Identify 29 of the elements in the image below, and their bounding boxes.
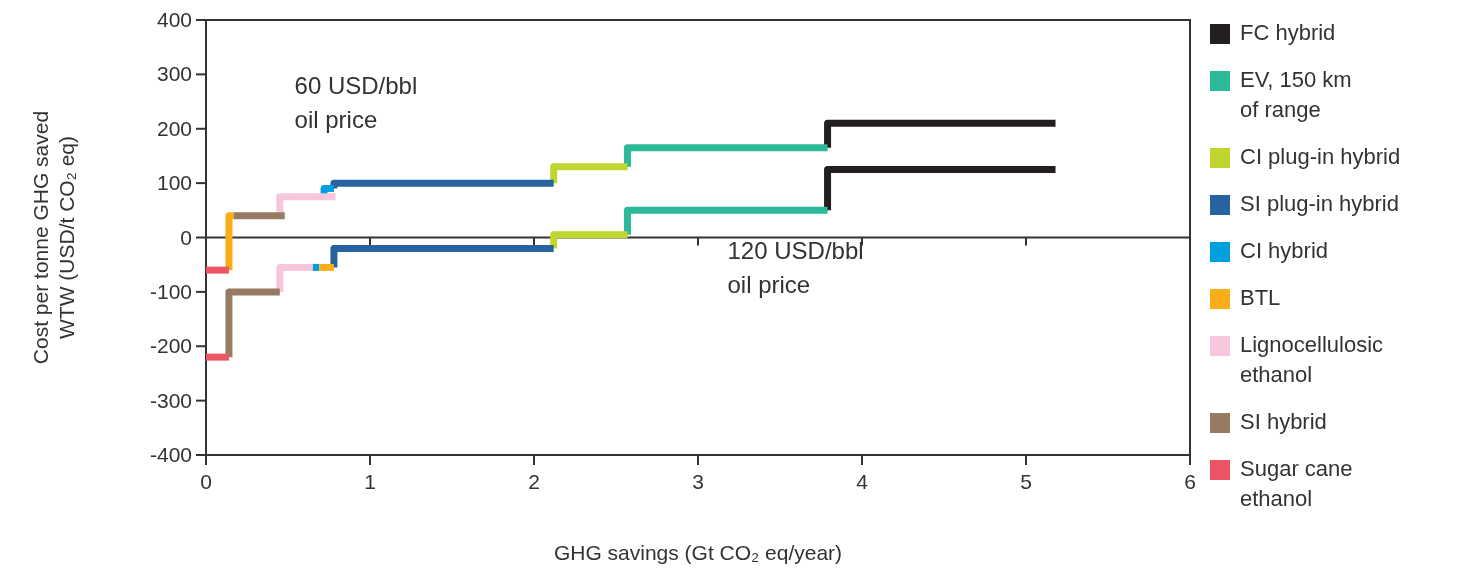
- legend-label: SI plug-in hybrid: [1240, 191, 1399, 216]
- legend-label: BTL: [1240, 285, 1281, 310]
- legend-label: Sugar cane ethanol: [1240, 456, 1353, 511]
- y-tick-label: 100: [156, 171, 192, 195]
- annotation: 120 USD/bbl oil price: [727, 237, 864, 299]
- y-tick-label: -200: [149, 334, 192, 358]
- y-tick-label: -300: [149, 388, 192, 412]
- x-tick-label: 5: [1020, 470, 1032, 493]
- x-tick-label: 4: [856, 470, 869, 493]
- y-tick-label: 200: [156, 116, 192, 140]
- y-tick-label: -400: [149, 443, 192, 466]
- legend-label: Lignocellulosic ethanol: [1240, 332, 1384, 387]
- legend-label: EV, 150 km of range: [1240, 67, 1352, 122]
- y-tick-label: 400: [156, 8, 192, 31]
- legend-label: CI hybrid: [1240, 238, 1329, 263]
- annotation: 60 USD/bbl oil price: [294, 71, 418, 133]
- legend-label: SI hybrid: [1240, 409, 1327, 434]
- x-tick-label: 6: [1184, 470, 1196, 493]
- legend-label: CI plug-in hybrid: [1240, 144, 1401, 169]
- x-axis-title: GHG savings (Gt CO₂ eq/year): [553, 541, 843, 564]
- x-tick-label: 3: [692, 470, 704, 493]
- x-tick-label: 0: [200, 470, 212, 493]
- x-tick-label: 2: [528, 470, 540, 493]
- y-axis-title: Cost per tonne GHG saved WTW (USD/t CO₂ eq): [29, 110, 78, 365]
- y-tick-label: 0: [180, 225, 192, 249]
- legend-label: FC hybrid: [1240, 20, 1336, 45]
- y-tick-label: 300: [156, 62, 192, 86]
- x-tick-label: 1: [364, 470, 376, 493]
- y-tick-label: -100: [149, 279, 192, 303]
